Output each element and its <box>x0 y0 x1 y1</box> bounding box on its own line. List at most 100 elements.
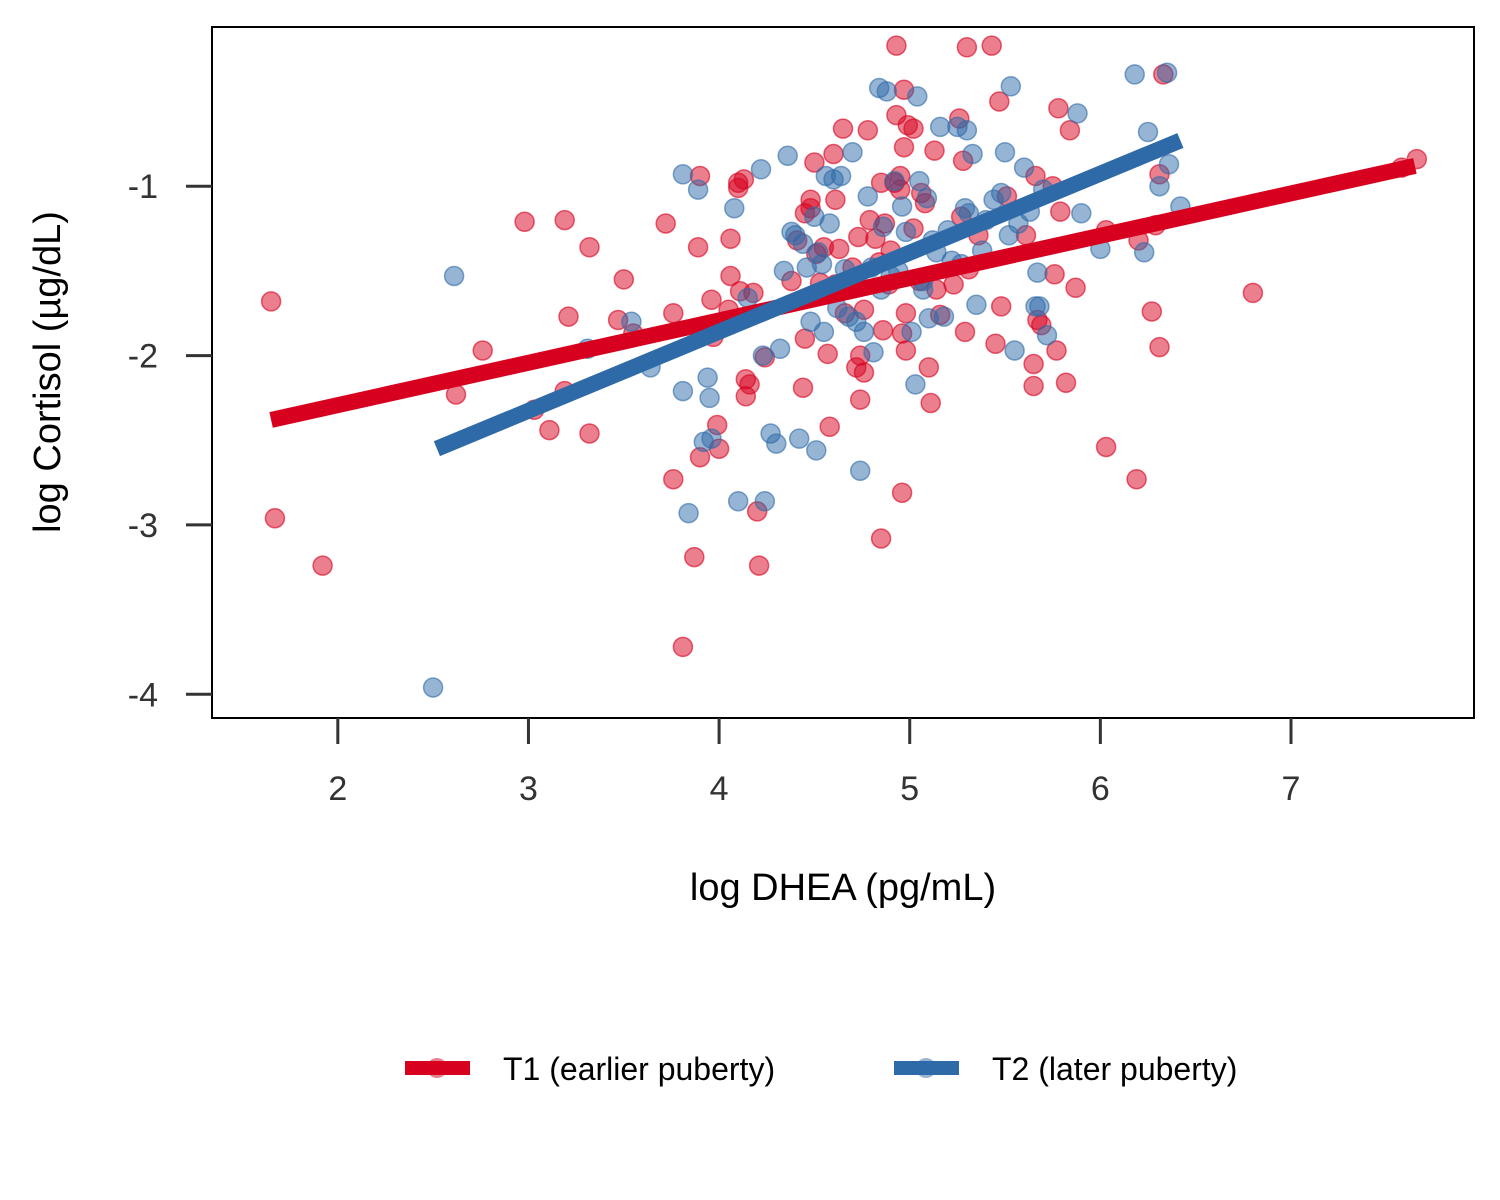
data-point-t1-135 <box>1149 336 1170 358</box>
data-point-t1-121 <box>1044 264 1065 285</box>
data-point-t1-21 <box>687 236 709 258</box>
data-point-t2-20 <box>766 433 787 454</box>
data-point-t2-76 <box>956 120 978 141</box>
data-point-t2-89 <box>1013 157 1035 178</box>
data-point-t1-49 <box>804 152 825 173</box>
data-point-t2-86 <box>1000 76 1022 97</box>
fit-line-t1 <box>269 158 1417 428</box>
data-point-t1-11 <box>579 236 600 258</box>
legend-item-t2: T2 (later puberty) <box>894 1051 1237 1087</box>
data-point-t2-83 <box>990 182 1012 204</box>
data-point-t2-3 <box>621 311 642 332</box>
data-point-t1-20 <box>684 546 705 568</box>
legend-swatch-point-t2 <box>916 1058 936 1078</box>
data-point-t1-123 <box>1048 98 1069 119</box>
data-point-t2-100 <box>1133 242 1155 263</box>
data-point-t1-0 <box>260 291 282 312</box>
data-point-t1-18 <box>663 468 684 490</box>
data-point-t1-12 <box>579 423 600 444</box>
data-point-t2-26 <box>788 428 810 449</box>
data-point-t1-56 <box>825 189 846 211</box>
data-point-t1-105 <box>954 321 976 343</box>
data-point-t1-10 <box>558 306 579 327</box>
data-point-t1-115 <box>1023 353 1044 375</box>
data-point-t2-47 <box>857 186 879 207</box>
data-point-t2-79 <box>966 294 987 316</box>
data-point-t2-45 <box>849 460 871 481</box>
data-point-t2-5 <box>672 164 694 185</box>
data-point-t2-8 <box>687 179 709 200</box>
data-point-t2-36 <box>819 213 840 234</box>
data-point-t2-7 <box>678 502 699 524</box>
data-point-t2-10 <box>697 367 718 388</box>
data-point-t2-95 <box>1036 324 1058 346</box>
y-tick-label--1: -1 <box>128 168 158 206</box>
data-point-t1-130 <box>1126 468 1147 490</box>
data-point-t2-65 <box>916 187 938 209</box>
data-point-t1-68 <box>853 362 875 383</box>
data-point-t1-16 <box>655 213 676 234</box>
data-point-t1-13 <box>613 269 635 290</box>
data-point-t1-74 <box>870 528 892 549</box>
data-point-t2-92 <box>1027 262 1048 283</box>
x-tick-label-5: 5 <box>900 770 919 808</box>
data-point-t2-103 <box>1156 62 1178 83</box>
data-point-t2-69 <box>929 116 951 138</box>
data-point-t2-59 <box>901 321 922 343</box>
data-point-t1-55 <box>823 143 844 165</box>
data-point-t1-81 <box>886 35 907 56</box>
data-point-t1-65 <box>849 389 871 410</box>
x-axis-ticks: 2 3 4 5 6 7 <box>328 718 1300 808</box>
data-point-t2-84 <box>994 142 1016 163</box>
data-point-t1-126 <box>1059 120 1081 141</box>
data-point-t1-112 <box>990 296 1012 317</box>
data-point-t1-109 <box>981 35 1002 56</box>
x-tick-label-3: 3 <box>519 770 538 808</box>
data-point-t2-33 <box>811 253 833 275</box>
data-point-t1-54 <box>819 416 840 437</box>
data-point-t2-70 <box>933 306 955 327</box>
x-tick-label-7: 7 <box>1282 770 1301 808</box>
data-point-t2-57 <box>891 196 913 217</box>
y-tick-label--3: -3 <box>128 507 158 545</box>
data-point-t1-85 <box>891 482 913 503</box>
data-point-t2-16 <box>750 159 772 180</box>
data-point-t1-48 <box>800 189 821 211</box>
data-point-t2-61 <box>907 86 928 107</box>
data-point-t2-0 <box>422 677 444 698</box>
data-point-t2-46 <box>853 321 875 343</box>
data-point-t2-18 <box>754 490 776 512</box>
plot-area-frame <box>211 26 1475 719</box>
legend: T1 (earlier puberty) T2 (later puberty) <box>405 1051 1237 1087</box>
data-point-t2-1 <box>443 265 465 287</box>
data-point-t1-97 <box>920 392 941 414</box>
data-point-t1-30 <box>720 265 741 287</box>
legend-item-t1: T1 (earlier puberty) <box>405 1051 775 1087</box>
data-point-t1-44 <box>792 377 814 398</box>
y-axis-title: log Cortisol (µg/dL) <box>27 211 69 533</box>
data-point-t1-19 <box>672 636 694 658</box>
data-point-t2-55 <box>884 170 905 192</box>
data-point-t1-91 <box>903 118 924 139</box>
y-axis-ticks: -4 -3 -2 -1 <box>128 168 212 714</box>
data-point-t1-88 <box>895 302 917 324</box>
data-point-t1-98 <box>924 140 945 161</box>
data-point-t2-31 <box>806 440 827 461</box>
data-point-t1-111 <box>989 91 1010 112</box>
data-point-t2-87 <box>1004 340 1025 361</box>
data-point-t1-4 <box>472 340 493 361</box>
data-point-t1-8 <box>554 209 575 231</box>
data-point-t1-75 <box>872 319 894 341</box>
data-point-t1-46 <box>794 328 816 349</box>
data-point-t1-124 <box>1050 201 1071 222</box>
data-point-t2-53 <box>876 81 898 102</box>
data-point-t1-122 <box>1046 340 1067 361</box>
data-point-t1-59 <box>832 118 854 139</box>
data-point-t2-34 <box>813 321 835 343</box>
data-point-t2-78 <box>962 143 983 165</box>
data-point-t1-53 <box>817 343 838 365</box>
data-point-t1-110 <box>985 333 1006 354</box>
x-tick-label-6: 6 <box>1091 770 1110 808</box>
data-point-t2-60 <box>905 374 926 395</box>
